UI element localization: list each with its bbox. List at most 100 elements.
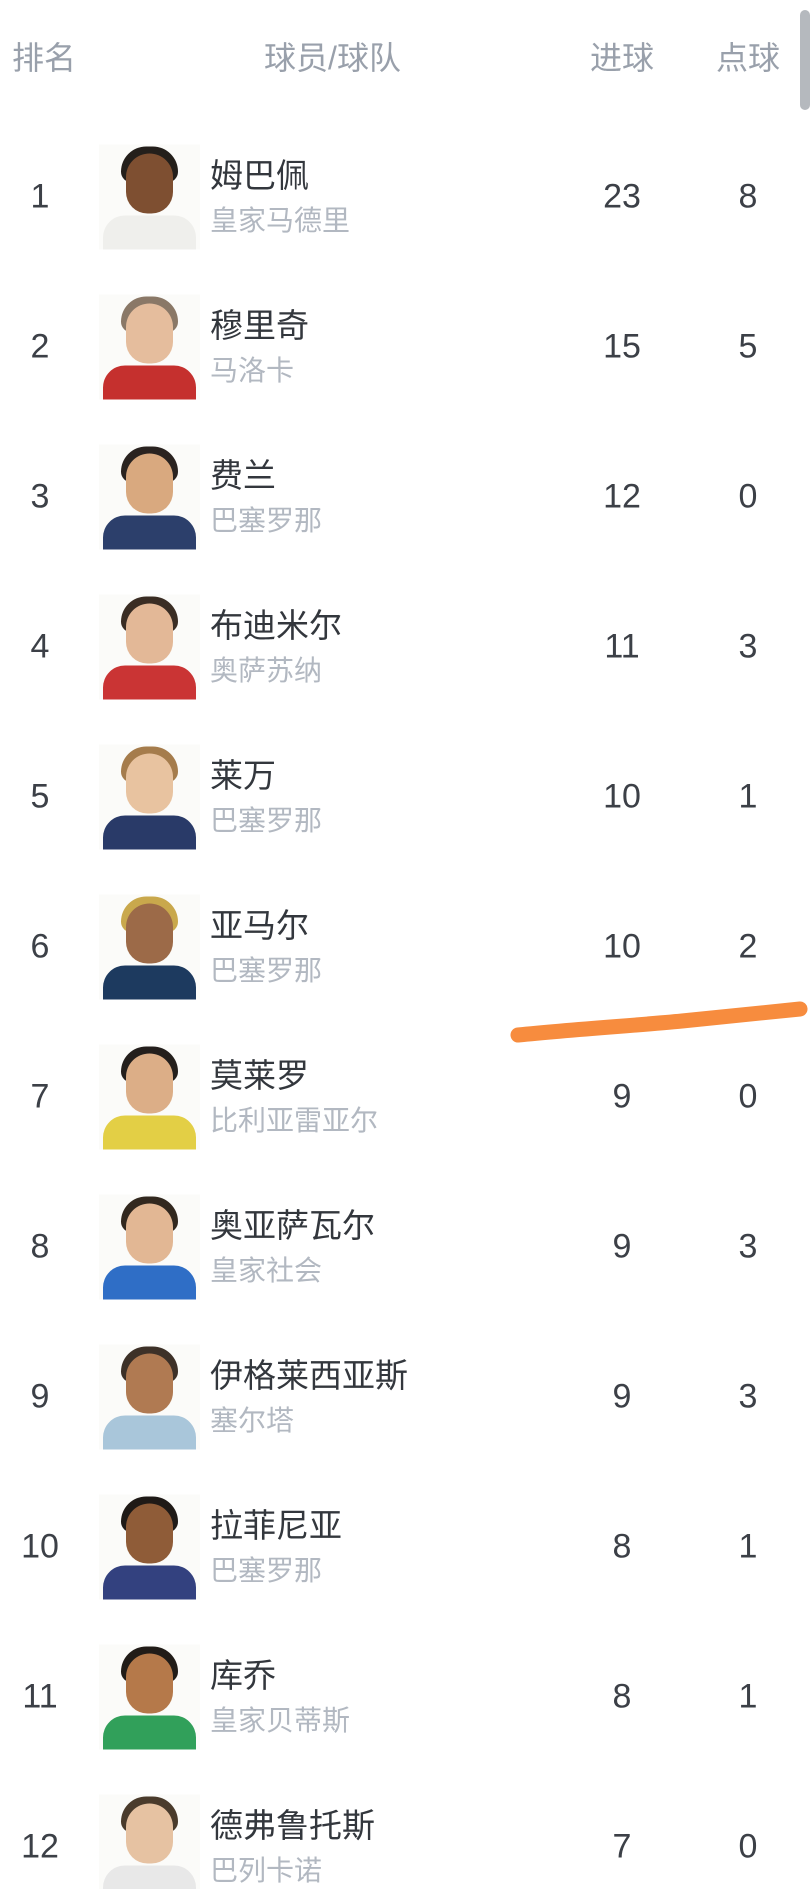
player-row[interactable]: 8 奥亚萨瓦尔 皇家社会 9 3 xyxy=(0,1172,810,1322)
player-avatar xyxy=(99,1344,200,1450)
goals-value: 12 xyxy=(603,477,641,516)
goals-value: 9 xyxy=(612,1227,632,1266)
goals-value: 10 xyxy=(603,777,641,816)
penalties-value: 1 xyxy=(738,1527,758,1566)
player-row[interactable]: 4 布迪米尔 奥萨苏纳 11 3 xyxy=(0,572,810,722)
rank-label: 9 xyxy=(30,1377,50,1416)
player-name: 德弗鲁托斯 xyxy=(210,1807,375,1844)
team-name: 巴塞罗那 xyxy=(210,805,323,836)
avatar-face xyxy=(126,1203,173,1264)
goals-value: 9 xyxy=(612,1377,632,1416)
rank-label: 12 xyxy=(21,1827,59,1866)
goals-value: 15 xyxy=(603,327,641,366)
player-row[interactable]: 9 伊格莱西亚斯 塞尔塔 9 3 xyxy=(0,1322,810,1472)
rank-label: 3 xyxy=(30,477,50,516)
player-name: 布迪米尔 xyxy=(210,607,342,644)
avatar-jersey xyxy=(103,1115,196,1150)
avatar-face xyxy=(126,1053,173,1114)
avatar-face xyxy=(126,453,173,514)
penalties-value: 1 xyxy=(738,1677,758,1716)
player-name: 莫莱罗 xyxy=(210,1057,309,1094)
rank-label: 8 xyxy=(30,1227,50,1266)
player-row[interactable]: 11 库乔 皇家贝蒂斯 8 1 xyxy=(0,1622,810,1772)
avatar-face xyxy=(126,303,173,364)
goals-value: 8 xyxy=(612,1677,632,1716)
avatar-jersey xyxy=(103,515,196,550)
player-info: 奥亚萨瓦尔 皇家社会 xyxy=(210,1209,375,1285)
player-name: 库乔 xyxy=(210,1657,276,1694)
goals-value: 11 xyxy=(604,627,640,666)
avatar-face xyxy=(126,1353,173,1414)
avatar-jersey xyxy=(103,815,196,850)
avatar-jersey xyxy=(103,665,196,700)
penalties-value: 5 xyxy=(738,327,758,366)
avatar-face xyxy=(126,603,173,664)
player-row[interactable]: 7 莫莱罗 比利亚雷亚尔 9 0 xyxy=(0,1022,810,1172)
avatar-jersey xyxy=(103,1565,196,1600)
player-avatar xyxy=(99,894,200,1000)
team-name: 巴塞罗那 xyxy=(210,505,323,536)
team-name: 巴塞罗那 xyxy=(210,955,323,986)
player-row[interactable]: 2 穆里奇 马洛卡 15 5 xyxy=(0,272,810,422)
player-info: 库乔 皇家贝蒂斯 xyxy=(210,1659,350,1735)
avatar-jersey xyxy=(103,1865,196,1889)
team-name: 马洛卡 xyxy=(210,355,295,386)
team-name: 巴塞罗那 xyxy=(210,1555,323,1586)
penalties-value: 3 xyxy=(738,1227,758,1266)
penalties-value: 3 xyxy=(738,1377,758,1416)
team-name: 巴列卡诺 xyxy=(210,1855,323,1886)
rank-label: 10 xyxy=(21,1527,59,1566)
penalties-value: 1 xyxy=(738,777,758,816)
player-name: 拉菲尼亚 xyxy=(210,1507,342,1544)
player-avatar xyxy=(99,144,200,250)
player-avatar xyxy=(99,1644,200,1750)
player-info: 德弗鲁托斯 巴列卡诺 xyxy=(210,1809,375,1885)
penalties-value: 0 xyxy=(738,477,758,516)
player-info: 亚马尔 巴塞罗那 xyxy=(210,909,322,985)
avatar-face xyxy=(126,753,173,814)
rank-label: 5 xyxy=(30,777,50,816)
rank-label: 11 xyxy=(22,1677,58,1716)
team-name: 皇家社会 xyxy=(210,1255,323,1286)
avatar-jersey xyxy=(103,965,196,1000)
penalties-value: 0 xyxy=(738,1077,758,1116)
player-info: 伊格莱西亚斯 塞尔塔 xyxy=(210,1359,408,1435)
rank-label: 4 xyxy=(30,627,50,666)
team-name: 比利亚雷亚尔 xyxy=(210,1105,379,1136)
player-row[interactable]: 3 费兰 巴塞罗那 12 0 xyxy=(0,422,810,572)
player-row[interactable]: 12 德弗鲁托斯 巴列卡诺 7 0 xyxy=(0,1772,810,1889)
team-name: 皇家贝蒂斯 xyxy=(210,1705,351,1736)
player-row[interactable]: 10 拉菲尼亚 巴塞罗那 8 1 xyxy=(0,1472,810,1622)
player-info: 莫莱罗 比利亚雷亚尔 xyxy=(210,1059,378,1135)
scorer-rows: 1 姆巴佩 皇家马德里 23 8 2 穆里奇 马洛卡 15 5 3 xyxy=(0,122,810,1889)
team-name: 塞尔塔 xyxy=(210,1405,295,1436)
player-avatar xyxy=(99,1044,200,1150)
player-avatar xyxy=(99,1494,200,1600)
team-name: 皇家马德里 xyxy=(210,205,351,236)
player-info: 莱万 巴塞罗那 xyxy=(210,759,322,835)
player-row[interactable]: 5 莱万 巴塞罗那 10 1 xyxy=(0,722,810,872)
player-avatar xyxy=(99,1794,200,1889)
goals-value: 9 xyxy=(612,1077,632,1116)
player-row[interactable]: 6 亚马尔 巴塞罗那 10 2 xyxy=(0,872,810,1022)
player-avatar xyxy=(99,444,200,550)
player-avatar xyxy=(99,1194,200,1300)
player-name: 费兰 xyxy=(210,457,276,494)
player-name: 奥亚萨瓦尔 xyxy=(210,1207,375,1244)
avatar-jersey xyxy=(103,1415,196,1450)
table-header: 排名 球员/球队 进球 点球 xyxy=(0,38,810,82)
column-header-goals: 进球 xyxy=(589,40,654,76)
rank-label: 1 xyxy=(30,177,50,216)
player-row[interactable]: 1 姆巴佩 皇家马德里 23 8 xyxy=(0,122,810,272)
goals-value: 10 xyxy=(603,927,641,966)
team-name: 奥萨苏纳 xyxy=(210,655,323,686)
player-name: 穆里奇 xyxy=(210,307,309,344)
rank-label: 6 xyxy=(30,927,50,966)
scrollbar-thumb[interactable] xyxy=(800,10,810,110)
player-info: 费兰 巴塞罗那 xyxy=(210,459,322,535)
player-avatar xyxy=(99,294,200,400)
column-header-penalties: 点球 xyxy=(715,40,780,76)
avatar-face xyxy=(126,903,173,964)
player-avatar xyxy=(99,744,200,850)
